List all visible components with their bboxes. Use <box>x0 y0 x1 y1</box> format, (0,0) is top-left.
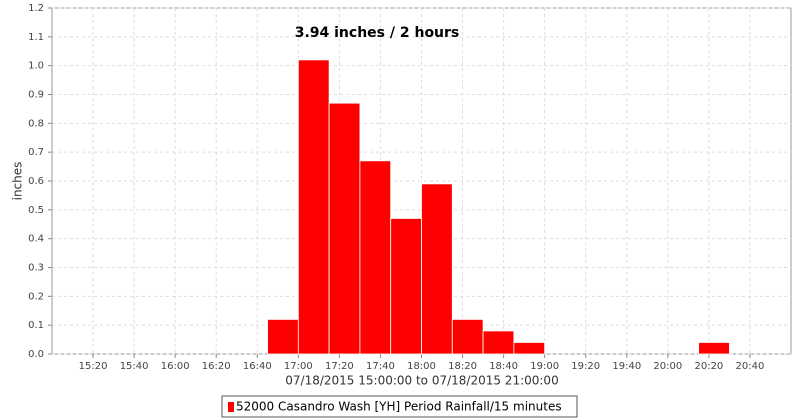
y-tick-label: 0.0 <box>28 349 44 360</box>
x-tick-label: 19:40 <box>612 361 641 372</box>
y-tick-label: 0.1 <box>28 320 44 331</box>
y-tick-label: 0.4 <box>28 234 44 245</box>
legend-swatch <box>228 402 234 412</box>
y-tick-label: 0.5 <box>28 205 44 216</box>
legend-label: 52000 Casandro Wash [YH] Period Rainfall… <box>236 400 562 414</box>
bar <box>267 318 299 355</box>
y-tick-label: 0.9 <box>28 90 44 101</box>
x-tick-label: 20:20 <box>694 361 723 372</box>
x-axis-label: 07/18/2015 15:00:00 to 07/18/2015 21:00:… <box>285 374 558 388</box>
bar <box>421 183 453 355</box>
y-axis-label: inches <box>11 162 25 201</box>
y-tick-label: 1.1 <box>28 32 44 43</box>
y-tick-label: 1.2 <box>28 3 44 14</box>
x-tick-label: 20:40 <box>736 361 765 372</box>
x-tick-label: 18:00 <box>407 361 436 372</box>
annotation: 3.94 inches / 2 hours <box>295 25 460 41</box>
y-tick-label: 0.8 <box>28 118 44 129</box>
y-tick-label: 0.6 <box>28 176 44 187</box>
bar <box>359 160 392 355</box>
x-tick-label: 16:00 <box>161 361 190 372</box>
y-tick-label: 0.2 <box>28 291 44 302</box>
y-tick-label: 0.7 <box>28 147 44 158</box>
legend: 52000 Casandro Wash [YH] Period Rainfall… <box>221 395 578 418</box>
x-tick-label: 20:00 <box>653 361 682 372</box>
bar <box>513 342 546 355</box>
x-tick-label: 15:20 <box>79 361 108 372</box>
bar <box>297 59 330 355</box>
x-tick-label: 19:00 <box>530 361 559 372</box>
bar <box>482 330 515 355</box>
x-tick-label: 16:20 <box>202 361 231 372</box>
x-tick-label: 17:20 <box>325 361 354 372</box>
y-tick-label: 1.0 <box>28 61 44 72</box>
x-tick-label: 15:40 <box>120 361 149 372</box>
x-tick-label: 16:40 <box>243 361 272 372</box>
bar <box>390 218 422 355</box>
bar <box>328 102 361 355</box>
bar <box>698 342 730 355</box>
x-tick-label: 18:20 <box>448 361 477 372</box>
bar <box>451 318 484 355</box>
legend-box <box>221 395 578 418</box>
x-tick-label: 18:40 <box>489 361 518 372</box>
y-tick-label: 0.3 <box>28 263 44 274</box>
x-tick-label: 19:20 <box>571 361 600 372</box>
x-tick-label: 17:40 <box>366 361 395 372</box>
x-tick-label: 17:00 <box>284 361 313 372</box>
